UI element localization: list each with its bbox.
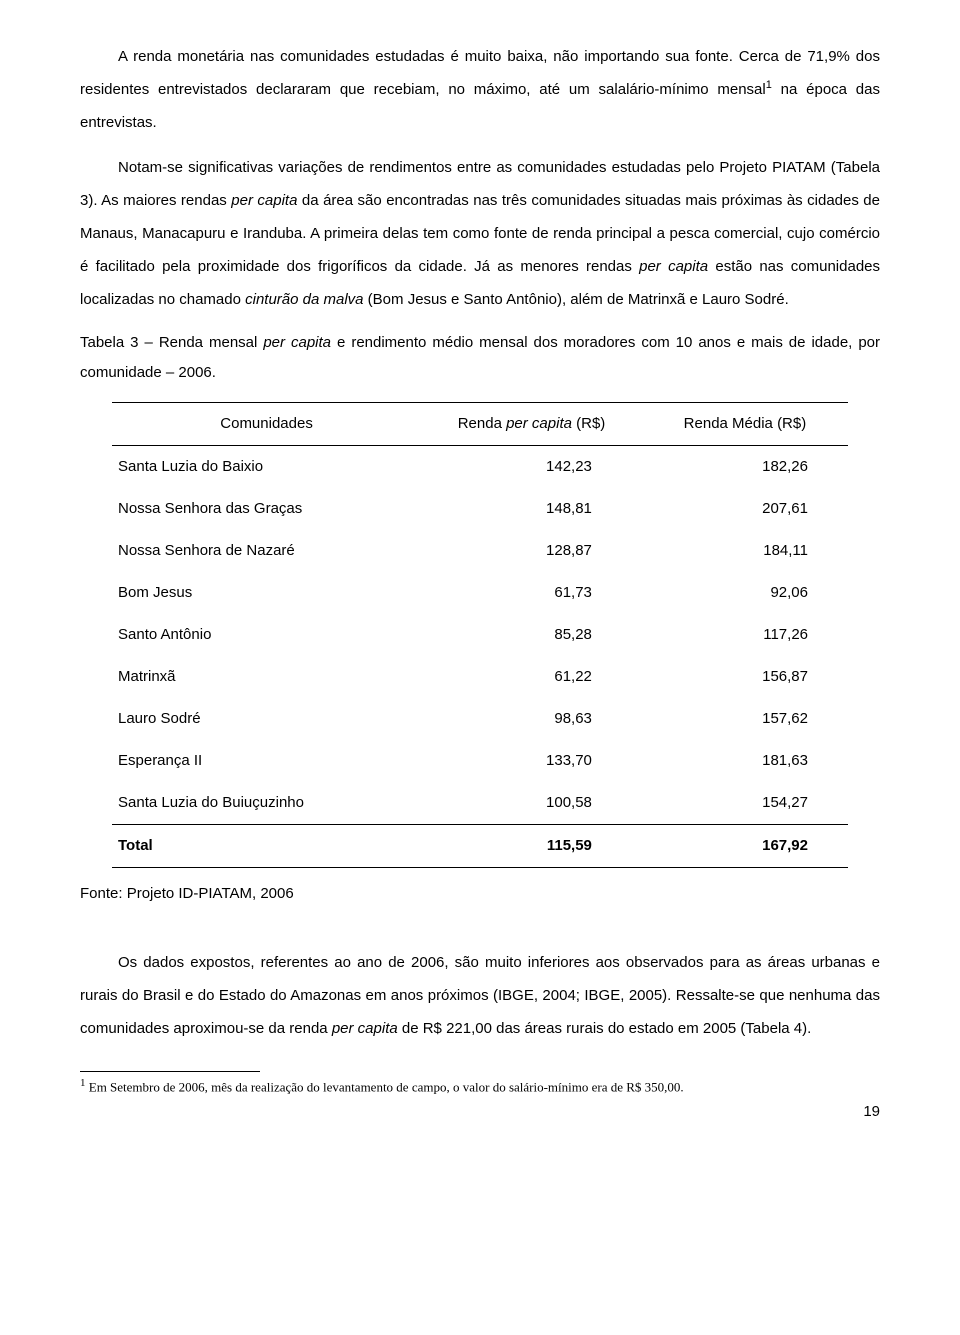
cell-rm: 154,27: [642, 782, 848, 825]
cell-rpc: 128,87: [421, 530, 642, 572]
p2-text-d: (Bom Jesus e Santo Antônio), além de Mat…: [364, 291, 789, 308]
cell-name: Esperança II: [112, 740, 421, 782]
footnote-text: Em Setembro de 2006, mês da realização d…: [86, 1079, 684, 1094]
cell-rpc: 61,22: [421, 656, 642, 698]
cell-name: Lauro Sodré: [112, 698, 421, 740]
cell-rpc: 61,73: [421, 572, 642, 614]
p2-italic-1: per capita: [231, 192, 297, 209]
table-row: Esperança II133,70181,63: [112, 740, 848, 782]
cell-rm: 156,87: [642, 656, 848, 698]
table-row: Nossa Senhora de Nazaré128,87184,11: [112, 530, 848, 572]
cell-name: Matrinxã: [112, 656, 421, 698]
caption-a: Tabela 3 – Renda mensal: [80, 334, 263, 351]
cell-name: Santa Luzia do Baixio: [112, 446, 421, 489]
p3-text-b: de R$ 221,00 das áreas rurais do estado …: [398, 1020, 812, 1037]
cell-rpc: 98,63: [421, 698, 642, 740]
col-renda-media: Renda Média (R$): [642, 403, 848, 446]
cell-rpc: 142,23: [421, 446, 642, 489]
table-row: Santa Luzia do Baixio142,23182,26: [112, 446, 848, 489]
table-row: Nossa Senhora das Graças148,81207,61: [112, 488, 848, 530]
cell-name: Bom Jesus: [112, 572, 421, 614]
cell-rm: 182,26: [642, 446, 848, 489]
cell-rm: 184,11: [642, 530, 848, 572]
cell-name: Santa Luzia do Buiuçuzinho: [112, 782, 421, 825]
col-comunidades: Comunidades: [112, 403, 421, 446]
table-row: Matrinxã61,22156,87: [112, 656, 848, 698]
total-label: Total: [112, 825, 421, 868]
paragraph-3: Os dados expostos, referentes ao ano de …: [80, 946, 880, 1045]
table-total-row: Total 115,59 167,92: [112, 825, 848, 868]
footnote-1: 1 Em Setembro de 2006, mês da realização…: [80, 1076, 880, 1096]
table-caption: Tabela 3 – Renda mensal per capita e ren…: [80, 328, 880, 388]
p2-italic-3: cinturão da malva: [245, 291, 363, 308]
cell-name: Santo Antônio: [112, 614, 421, 656]
income-table: Comunidades Renda per capita (R$) Renda …: [112, 402, 848, 868]
cell-rm: 117,26: [642, 614, 848, 656]
page-number: 19: [80, 1100, 880, 1124]
cell-rpc: 100,58: [421, 782, 642, 825]
cell-rpc: 133,70: [421, 740, 642, 782]
cell-rm: 207,61: [642, 488, 848, 530]
paragraph-2: Notam-se significativas variações de ren…: [80, 151, 880, 316]
cell-rm: 181,63: [642, 740, 848, 782]
table-row: Lauro Sodré98,63157,62: [112, 698, 848, 740]
paragraph-1: A renda monetária nas comunidades estuda…: [80, 40, 880, 139]
table-row: Santa Luzia do Buiuçuzinho100,58154,27: [112, 782, 848, 825]
p3-italic: per capita: [332, 1020, 398, 1037]
table-header-row: Comunidades Renda per capita (R$) Renda …: [112, 403, 848, 446]
total-rm: 167,92: [642, 825, 848, 868]
p1-text-a: A renda monetária nas comunidades estuda…: [80, 48, 880, 98]
col-renda-percapita: Renda per capita (R$): [421, 403, 642, 446]
table-row: Bom Jesus61,7392,06: [112, 572, 848, 614]
table-row: Santo Antônio85,28117,26: [112, 614, 848, 656]
total-rpc: 115,59: [421, 825, 642, 868]
cell-name: Nossa Senhora de Nazaré: [112, 530, 421, 572]
footnote-separator: [80, 1071, 260, 1072]
cell-rm: 92,06: [642, 572, 848, 614]
caption-italic: per capita: [263, 334, 331, 351]
table-source: Fonte: Projeto ID-PIATAM, 2006: [80, 882, 880, 906]
cell-name: Nossa Senhora das Graças: [112, 488, 421, 530]
p2-italic-2: per capita: [639, 258, 708, 275]
cell-rpc: 85,28: [421, 614, 642, 656]
cell-rpc: 148,81: [421, 488, 642, 530]
cell-rm: 157,62: [642, 698, 848, 740]
